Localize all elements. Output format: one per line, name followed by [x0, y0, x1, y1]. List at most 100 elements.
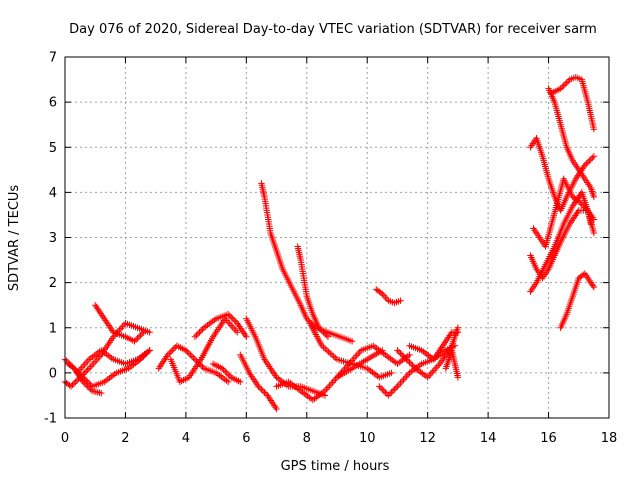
- grid-lines: [65, 57, 609, 418]
- plus-marker: [194, 330, 202, 337]
- y-tick-label: 0: [49, 366, 57, 381]
- plus-marker: [197, 327, 205, 334]
- plus-marker: [185, 350, 193, 357]
- plus-marker: [577, 199, 584, 207]
- plus-marker: [84, 366, 91, 374]
- y-axis-label: SDTVAR / TECUs: [7, 185, 22, 292]
- x-axis-label: GPS time / hours: [281, 459, 390, 474]
- plus-marker: [199, 363, 206, 371]
- y-tick-label: 2: [49, 276, 57, 291]
- plus-marker: [397, 297, 404, 304]
- plus-marker: [388, 389, 395, 396]
- series-s28: [557, 270, 598, 331]
- plus-marker: [590, 153, 598, 160]
- series-s7: [167, 315, 241, 386]
- series-s19: [394, 324, 462, 381]
- plus-marker: [558, 83, 566, 91]
- plus-marker: [82, 377, 90, 384]
- plus-marker: [98, 389, 105, 397]
- plus-marker: [73, 377, 81, 384]
- plus-marker: [376, 383, 383, 390]
- plus-marker: [63, 357, 70, 365]
- plus-marker: [305, 317, 312, 324]
- plus-marker: [580, 271, 587, 278]
- plus-marker: [138, 330, 146, 337]
- plus-marker: [575, 198, 582, 205]
- x-tick-label: 2: [121, 431, 129, 446]
- y-tick-label: 6: [49, 96, 57, 111]
- plus-marker: [392, 384, 400, 392]
- plus-marker: [188, 353, 196, 360]
- plus-marker: [315, 324, 323, 331]
- plus-marker: [79, 374, 87, 381]
- plus-marker: [225, 378, 232, 386]
- y-tick-label: 4: [49, 186, 57, 201]
- plus-marker: [146, 347, 153, 354]
- plus-marker: [196, 329, 203, 336]
- plus-marker: [199, 326, 206, 333]
- plus-marker: [255, 383, 262, 390]
- plus-marker: [243, 333, 250, 340]
- series-s17: [373, 286, 404, 307]
- plus-marker: [229, 315, 236, 322]
- plus-marker: [72, 378, 79, 386]
- plus-marker: [581, 204, 589, 211]
- plus-marker: [184, 348, 191, 356]
- plus-marker: [563, 79, 570, 86]
- plus-marker: [589, 282, 597, 289]
- plus-marker: [191, 356, 199, 363]
- plus-marker: [321, 330, 329, 337]
- plus-marker: [394, 347, 401, 354]
- plus-marker: [218, 365, 226, 372]
- series-s9: [209, 360, 244, 386]
- plus-marker: [78, 372, 85, 380]
- plus-marker: [81, 369, 88, 377]
- plus-marker: [70, 380, 78, 387]
- series-s3: [64, 347, 153, 390]
- plus-marker: [231, 317, 238, 324]
- x-tick-label: 18: [601, 431, 618, 446]
- plus-marker: [85, 380, 93, 387]
- plus-marker: [398, 351, 406, 359]
- plus-marker: [323, 332, 330, 339]
- series-s20: [406, 329, 462, 363]
- plus-marker: [403, 356, 410, 363]
- plus-marker: [234, 329, 241, 336]
- plus-marker: [81, 375, 88, 383]
- plus-marker: [70, 365, 78, 372]
- plus-marker: [382, 389, 389, 396]
- plus-marker: [134, 335, 141, 342]
- plus-marker: [67, 383, 75, 390]
- plus-marker: [580, 202, 587, 210]
- plus-marker: [454, 374, 462, 381]
- plus-marker: [406, 351, 413, 359]
- plus-marker: [348, 338, 356, 345]
- plus-marker: [590, 216, 598, 223]
- plus-marker: [407, 360, 415, 368]
- plus-marker: [137, 332, 144, 339]
- y-tick-label: -1: [44, 412, 57, 427]
- plus-marker: [273, 405, 280, 413]
- plus-marker: [226, 312, 233, 319]
- plus-marker: [221, 368, 229, 375]
- plus-marker: [395, 348, 403, 356]
- plus-marker: [317, 326, 324, 333]
- plus-marker: [324, 333, 332, 340]
- x-tick-label: 8: [303, 431, 311, 446]
- x-tick-label: 10: [359, 431, 376, 446]
- plus-marker: [135, 333, 143, 340]
- plus-marker: [225, 371, 232, 378]
- data-points: [61, 74, 598, 413]
- plus-marker: [225, 311, 232, 318]
- series-s8: [191, 311, 250, 340]
- plus-marker: [258, 386, 265, 393]
- series-s27: [548, 74, 598, 133]
- plus-marker: [232, 318, 239, 325]
- plus-marker: [379, 386, 386, 393]
- chart-title: Day 076 of 2020, Sidereal Day-to-day VTE…: [69, 22, 597, 37]
- series-s23: [527, 189, 598, 295]
- series-s16: [333, 342, 413, 381]
- plus-marker: [190, 354, 197, 362]
